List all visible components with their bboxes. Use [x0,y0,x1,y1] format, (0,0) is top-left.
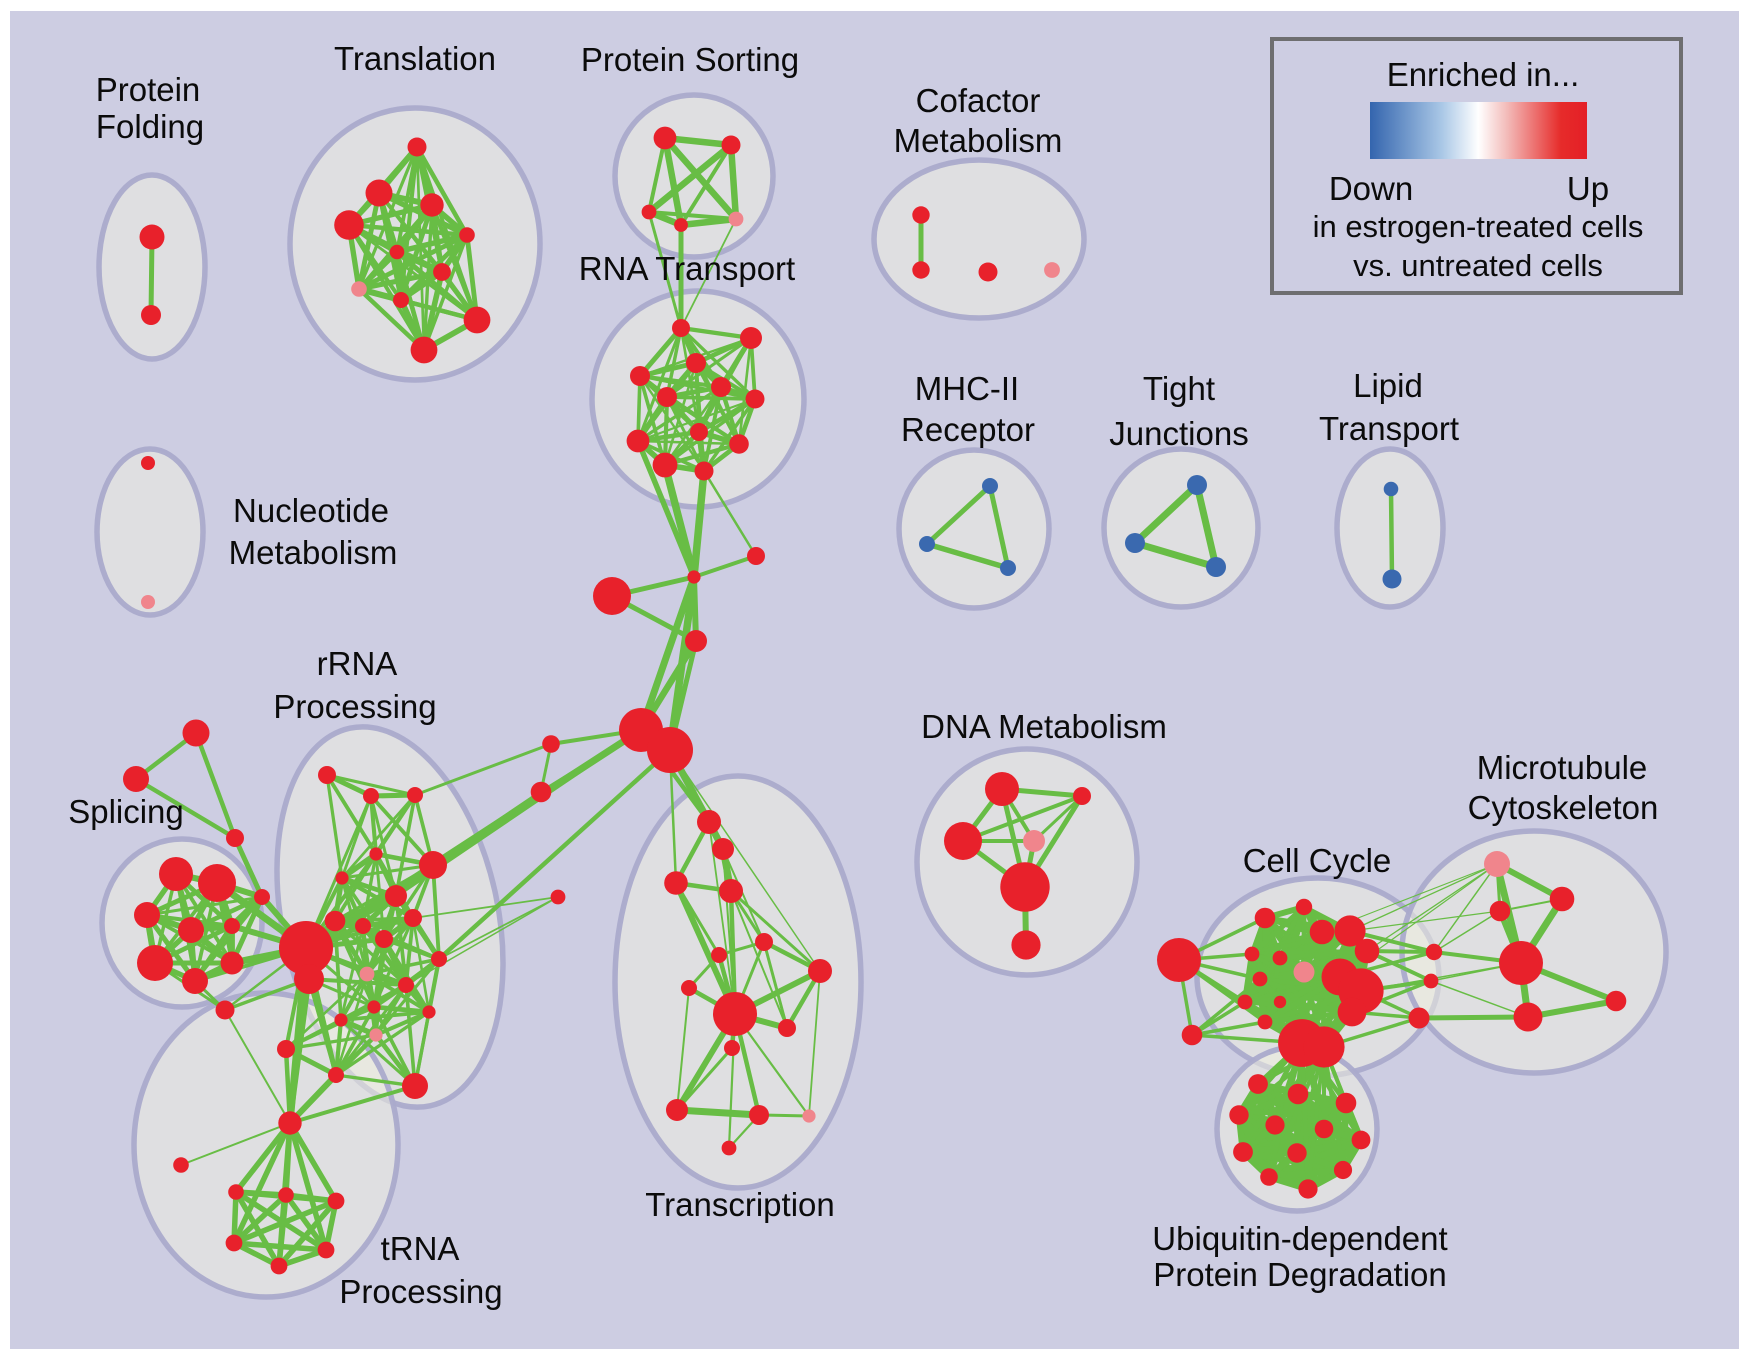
svg-text:Lipid: Lipid [1353,367,1423,404]
svg-text:Junctions: Junctions [1109,415,1248,452]
svg-text:Metabolism: Metabolism [894,122,1063,159]
svg-text:tRNA: tRNA [381,1230,460,1267]
svg-text:MHC-II: MHC-II [915,370,1019,407]
svg-text:Down: Down [1329,170,1413,207]
svg-text:Protein: Protein [96,71,201,108]
svg-text:in estrogen-treated cells: in estrogen-treated cells [1313,209,1644,244]
svg-text:Transport: Transport [1319,410,1459,447]
svg-text:vs. untreated cells: vs. untreated cells [1353,248,1603,283]
svg-text:Processing: Processing [273,688,436,725]
svg-text:Receptor: Receptor [901,411,1035,448]
svg-text:Enriched in...: Enriched in... [1387,56,1580,93]
svg-text:Up: Up [1567,170,1609,207]
svg-text:Cytoskeleton: Cytoskeleton [1468,789,1659,826]
svg-text:Microtubule: Microtubule [1477,749,1648,786]
svg-text:Splicing: Splicing [68,793,184,830]
svg-text:Cofactor: Cofactor [916,82,1041,119]
svg-text:RNA Transport: RNA Transport [579,250,795,287]
svg-text:Protein Sorting: Protein Sorting [581,41,799,78]
svg-text:Cell Cycle: Cell Cycle [1243,842,1392,879]
svg-text:Metabolism: Metabolism [229,534,398,571]
svg-text:Folding: Folding [96,108,204,145]
svg-text:Processing: Processing [339,1273,502,1310]
svg-text:rRNA: rRNA [317,645,398,682]
svg-text:Nucleotide: Nucleotide [233,492,389,529]
svg-text:Protein Degradation: Protein Degradation [1153,1256,1447,1293]
svg-text:DNA Metabolism: DNA Metabolism [921,708,1167,745]
svg-text:Translation: Translation [334,40,496,77]
svg-text:Transcription: Transcription [645,1186,835,1223]
svg-text:Ubiquitin-dependent: Ubiquitin-dependent [1152,1220,1447,1257]
svg-text:Tight: Tight [1143,370,1215,407]
